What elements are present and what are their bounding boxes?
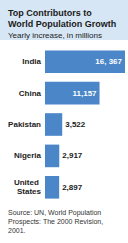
svg-text:States: States — [17, 187, 42, 196]
svg-text:3,522: 3,522 — [65, 120, 86, 129]
svg-text:Source: UN, World Population: Source: UN, World Population — [8, 209, 103, 217]
svg-text:United: United — [14, 178, 41, 187]
svg-text:16, 367: 16, 367 — [95, 57, 122, 66]
svg-text:Yearly increase, in millions: Yearly increase, in millions — [8, 31, 102, 40]
svg-text:2001.: 2001. — [8, 227, 26, 234]
svg-text:2,897: 2,897 — [62, 183, 83, 192]
svg-text:India: India — [22, 57, 41, 66]
svg-text:11,157: 11,157 — [73, 89, 98, 98]
svg-text:Top Contributors to: Top Contributors to — [8, 8, 94, 18]
svg-text:World Population Growth: World Population Growth — [8, 19, 116, 29]
svg-text:Pakistan: Pakistan — [8, 120, 41, 129]
svg-text:Prospects: The 2000 Revision,: Prospects: The 2000 Revision, — [8, 218, 105, 226]
svg-text:2,917: 2,917 — [62, 151, 83, 160]
svg-text:China: China — [19, 89, 42, 98]
svg-text:Nigeria: Nigeria — [14, 151, 42, 160]
